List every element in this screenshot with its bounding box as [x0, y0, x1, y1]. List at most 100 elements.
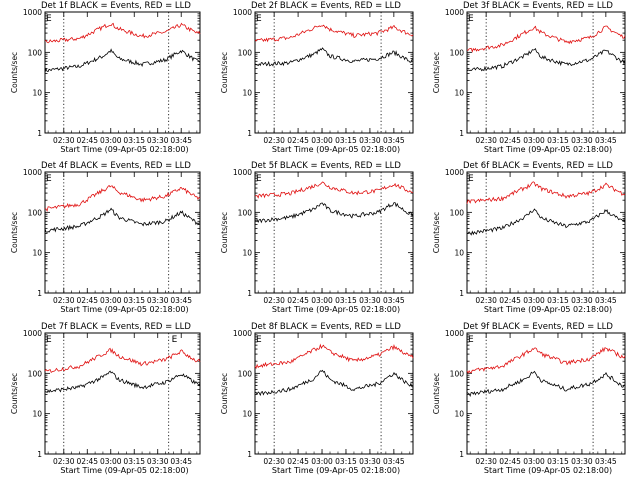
x-tick-label: 02:45	[76, 296, 98, 305]
plot-frame	[44, 171, 201, 294]
series-line-lld	[254, 343, 414, 370]
y-tick-label: 1000	[445, 168, 464, 177]
x-tick-label: 02:45	[287, 296, 309, 305]
x-axis-label: Start Time (09-Apr-05 02:18:00)	[272, 305, 400, 314]
y-tick-label: 1000	[23, 168, 42, 177]
series-line-events	[44, 370, 201, 394]
x-tick-label: 03:30	[359, 457, 381, 466]
y-tick-label: 1	[459, 450, 464, 459]
x-tick-label: 03:00	[523, 136, 545, 145]
y-tick-label: 10	[32, 410, 42, 419]
x-tick-label: 03:45	[170, 457, 192, 466]
y-tick-label: 100	[450, 48, 465, 57]
y-tick-label: 100	[450, 369, 465, 378]
y-tick-label: 10	[242, 89, 252, 98]
y-axis-label: Counts/sec	[10, 212, 19, 253]
series-line-events	[466, 208, 626, 236]
event-marker-label: E	[46, 174, 52, 184]
y-axis-label: Counts/sec	[220, 52, 229, 93]
chart-panel-7: Det 7f BLACK = Events, RED = LLD 1 10 100 10…	[10, 322, 201, 475]
plot-frame	[254, 11, 414, 134]
x-tick-label: 03:00	[311, 457, 333, 466]
x-tick-label: 02:30	[263, 457, 285, 466]
x-tick-label: 02:30	[475, 457, 497, 466]
series-line-events	[254, 369, 414, 397]
series-line-lld	[44, 22, 201, 44]
x-axis-label: Start Time (09-Apr-05 02:18:00)	[272, 145, 400, 154]
chart-title: Det 1f BLACK = Events, RED = LLD	[41, 1, 191, 11]
y-axis-label: Counts/sec	[220, 212, 229, 253]
y-axis-label: Counts/sec	[432, 52, 441, 93]
x-tick-label: 02:45	[76, 457, 98, 466]
x-tick-label: 03:30	[359, 136, 381, 145]
x-tick-label: 03:45	[595, 136, 617, 145]
plot-frame	[466, 11, 626, 134]
x-tick-label: 03:15	[547, 296, 569, 305]
x-axis-label: Start Time (09-Apr-05 02:18:00)	[484, 466, 612, 475]
x-tick-label: 02:30	[53, 457, 75, 466]
series-line-events	[254, 202, 414, 224]
series-line-lld	[254, 24, 414, 43]
y-tick-label: 1000	[23, 329, 42, 338]
x-tick-label: 03:15	[547, 136, 569, 145]
x-tick-label: 03:15	[123, 457, 145, 466]
series-line-events	[44, 48, 201, 73]
event-marker-label: E	[256, 335, 262, 345]
x-tick-label: 03:15	[335, 296, 357, 305]
y-tick-label: 1000	[23, 8, 42, 17]
event-marker-label: E	[468, 335, 474, 345]
x-axis-label: Start Time (09-Apr-05 02:18:00)	[272, 466, 400, 475]
event-marker-label: E	[256, 14, 262, 24]
series-line-lld	[466, 181, 626, 204]
series-line-events	[254, 47, 414, 67]
plot-frame	[466, 332, 626, 455]
x-tick-label: 02:45	[499, 136, 521, 145]
y-tick-label: 10	[454, 89, 464, 98]
series-line-lld	[466, 25, 626, 53]
x-tick-label: 02:45	[76, 136, 98, 145]
event-marker-label: E	[46, 335, 52, 345]
x-tick-label: 02:45	[499, 457, 521, 466]
chart-panel-8: Det 8f BLACK = Events, RED = LLD 1 10 100 10…	[220, 322, 414, 475]
chart-title: Det 6f BLACK = Events, RED = LLD	[463, 161, 613, 171]
event-marker-label: E	[468, 14, 474, 24]
x-tick-label: 03:30	[571, 136, 593, 145]
chart-panel-1: Det 1f BLACK = Events, RED = LLD 1 10 100 10…	[10, 1, 201, 154]
x-tick-label: 03:30	[147, 296, 169, 305]
x-tick-label: 03:30	[359, 296, 381, 305]
y-tick-label: 1	[247, 289, 252, 298]
x-tick-label: 02:30	[263, 136, 285, 145]
chart-panel-5: Det 5f BLACK = Events, RED = LLD 1 10 100 10…	[220, 161, 414, 314]
y-tick-label: 10	[454, 410, 464, 419]
y-tick-label: 100	[28, 369, 43, 378]
x-tick-label: 03:45	[170, 296, 192, 305]
y-tick-label: 1	[459, 289, 464, 298]
event-marker-label: E	[468, 174, 474, 184]
y-tick-label: 1000	[445, 329, 464, 338]
y-axis-label: Counts/sec	[10, 373, 19, 414]
x-tick-label: 03:30	[147, 136, 169, 145]
series-line-events	[44, 207, 201, 233]
x-tick-label: 03:45	[383, 296, 405, 305]
y-tick-label: 1	[459, 129, 464, 138]
x-tick-label: 02:30	[263, 296, 285, 305]
y-tick-label: 1	[37, 129, 42, 138]
y-tick-label: 1	[247, 450, 252, 459]
x-tick-label: 03:15	[123, 296, 145, 305]
x-axis-label: Start Time (09-Apr-05 02:18:00)	[60, 145, 188, 154]
y-tick-label: 100	[238, 48, 253, 57]
x-tick-label: 03:45	[383, 136, 405, 145]
plot-frame	[254, 332, 414, 455]
y-tick-label: 100	[450, 208, 465, 217]
chart-panel-2: Det 2f BLACK = Events, RED = LLD 1 10 100 10…	[220, 1, 414, 154]
chart-panel-9: Det 9f BLACK = Events, RED = LLD 1 10 100 10…	[432, 322, 626, 475]
x-tick-label: 03:15	[335, 457, 357, 466]
chart-title: Det 9f BLACK = Events, RED = LLD	[463, 322, 613, 332]
x-tick-label: 03:30	[571, 296, 593, 305]
y-tick-label: 1	[247, 129, 252, 138]
chart-panel-4: Det 4f BLACK = Events, RED = LLD 1 10 100 10…	[10, 161, 201, 314]
x-axis-label: Start Time (09-Apr-05 02:18:00)	[60, 305, 188, 314]
chart-title: Det 4f BLACK = Events, RED = LLD	[41, 161, 191, 171]
x-axis-label: Start Time (09-Apr-05 02:18:00)	[484, 305, 612, 314]
